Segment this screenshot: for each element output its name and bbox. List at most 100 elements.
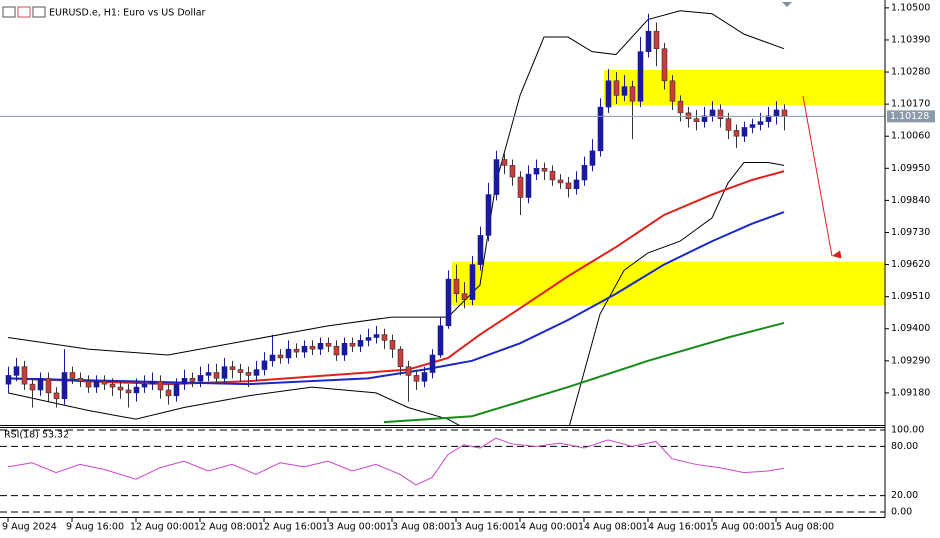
- candle-body: [317, 343, 324, 350]
- forecast-arrow: [802, 95, 842, 259]
- candle-body: [645, 30, 652, 52]
- candle-body: [53, 392, 60, 400]
- candle-body: [309, 345, 316, 350]
- candle-body: [13, 366, 20, 376]
- candle-body: [701, 115, 708, 122]
- candle-body: [213, 372, 220, 379]
- candle-body: [597, 106, 604, 152]
- y-tick-label: 1.10060: [891, 131, 930, 142]
- candle-body: [357, 340, 364, 347]
- candle-body: [493, 159, 500, 195]
- candle-body: [149, 380, 156, 385]
- y-tick-label: 1.09730: [891, 227, 930, 238]
- current-price-label: 1.10128: [890, 111, 929, 122]
- candle-body: [749, 124, 756, 128]
- candle-body: [341, 343, 348, 356]
- candle-body: [133, 386, 140, 394]
- candle-body: [125, 389, 132, 394]
- chart-title: EURUSD.e, H1: Euro vs US Dollar: [49, 8, 206, 19]
- indicator-line: [7, 161, 785, 425]
- candle-body: [77, 378, 84, 382]
- candle-body: [293, 348, 300, 353]
- candle-body: [453, 278, 460, 295]
- candle-body: [261, 360, 268, 370]
- x-tick-label: 14 Aug 08:00: [578, 522, 642, 533]
- settings-icon[interactable]: [32, 6, 46, 18]
- candle-body: [365, 337, 372, 341]
- x-tick-label: 9 Aug 16:00: [66, 522, 124, 533]
- candle-body: [613, 80, 620, 96]
- x-tick-label: 13 Aug 08:00: [386, 522, 450, 533]
- candle-body: [477, 235, 484, 265]
- candle-body: [461, 293, 468, 300]
- candle-body: [229, 366, 236, 370]
- candle-body: [253, 369, 260, 376]
- y-tick-label: 1.09950: [891, 163, 930, 174]
- candle-body: [245, 372, 252, 376]
- candle-body: [173, 383, 180, 397]
- candle-body: [109, 383, 116, 388]
- x-tick-label: 9 Aug 2024: [2, 522, 57, 533]
- candle-body: [621, 86, 628, 96]
- candle-body: [605, 80, 612, 108]
- x-tick-label: 15 Aug 08:00: [770, 522, 834, 533]
- candle-body: [653, 30, 660, 50]
- candle-body: [285, 348, 292, 359]
- candle-body: [637, 51, 644, 102]
- y-tick-label: 1.09840: [891, 195, 930, 206]
- indicator-line: [383, 321, 785, 424]
- x-tick-label: 12 Aug 08:00: [194, 522, 258, 533]
- rsi-tick-label: 0.00: [891, 507, 912, 518]
- candle-body: [733, 130, 740, 137]
- candle-body: [501, 159, 508, 166]
- candle-body: [557, 179, 564, 184]
- x-tick-label: 12 Aug 16:00: [258, 522, 322, 533]
- candle-body: [429, 354, 436, 373]
- y-tick-label: 1.09620: [891, 259, 930, 270]
- candle-body: [221, 366, 228, 379]
- y-tick-label: 1.09290: [891, 355, 930, 366]
- y-tick-label: 1.09400: [891, 323, 930, 334]
- menu-icon[interactable]: [2, 6, 16, 18]
- candle-body: [421, 372, 428, 382]
- rsi-line: [7, 437, 785, 486]
- candle-body: [517, 176, 524, 198]
- candle-body: [781, 109, 788, 117]
- price-zone: [452, 261, 885, 306]
- y-tick-label: 1.10280: [891, 67, 930, 78]
- y-tick-label: 1.10500: [891, 2, 930, 13]
- x-tick-label: 14 Aug 16:00: [642, 522, 706, 533]
- candle-body: [397, 348, 404, 367]
- candle-body: [549, 170, 556, 181]
- candle-body: [93, 380, 100, 388]
- rsi-tick-label: 20.00: [891, 490, 918, 501]
- x-tick-label: 13 Aug 00:00: [322, 522, 386, 533]
- candle-body: [541, 168, 548, 172]
- indicator-line: [7, 10, 785, 356]
- y-tick-label: 1.10170: [891, 99, 930, 110]
- candle-body: [189, 378, 196, 382]
- candle-body: [533, 168, 540, 175]
- candle-body: [45, 378, 52, 394]
- shift-marker: [782, 2, 792, 7]
- candle-body: [389, 340, 396, 350]
- chart-icon[interactable]: [17, 6, 31, 18]
- candle-body: [349, 343, 356, 347]
- candle-body: [525, 173, 532, 198]
- y-tick-label: 1.09180: [891, 387, 930, 398]
- candle-body: [445, 278, 452, 327]
- candle-body: [757, 121, 764, 125]
- candle-body: [101, 380, 108, 385]
- candle-body: [765, 115, 772, 122]
- candle-body: [709, 109, 716, 117]
- candle-body: [157, 380, 164, 391]
- candle-body: [693, 118, 700, 122]
- candle-body: [325, 343, 332, 347]
- x-tick-label: 12 Aug 00:00: [130, 522, 194, 533]
- candle-body: [277, 354, 284, 359]
- candle-body: [485, 194, 492, 236]
- y-tick-label: 1.09510: [891, 291, 930, 302]
- x-tick-label: 13 Aug 16:00: [450, 522, 514, 533]
- candle-body: [469, 264, 476, 300]
- candle-body: [205, 372, 212, 376]
